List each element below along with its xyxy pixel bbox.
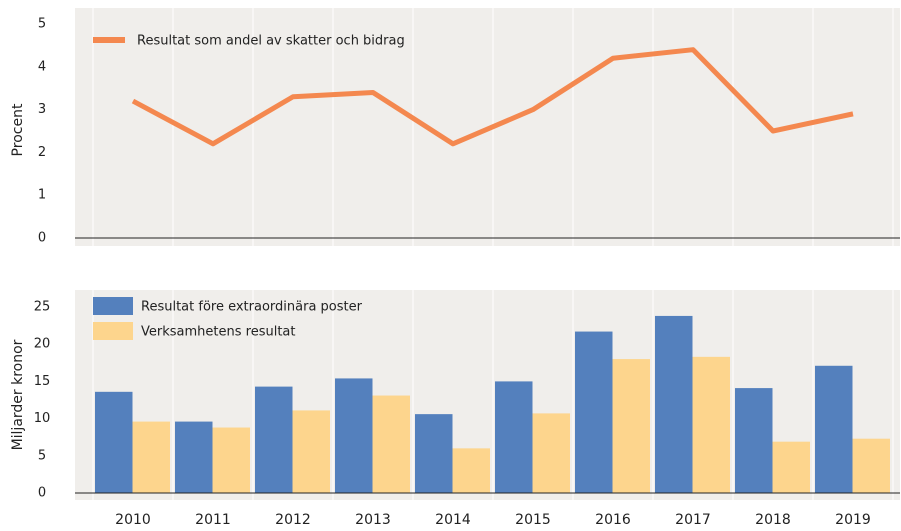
legend-label: Resultat före extraordinära poster [141,300,363,315]
bar [255,386,293,493]
y-tick-label: 20 [34,337,51,352]
bar [495,381,533,493]
y-tick-label: 5 [38,17,46,32]
bar [452,448,490,493]
bar [655,315,693,493]
x-tick-label: 2017 [675,512,711,528]
y-axis-label: Miljarder kronor [10,339,26,450]
legend-label: Verksamhetens resultat [141,325,295,340]
x-tick-label: 2010 [115,512,151,528]
bar [692,356,730,493]
bar [335,378,373,493]
y-tick-label: 15 [34,374,51,389]
bar [735,388,773,493]
y-tick-label: 1 [38,188,46,203]
x-tick-label: 2016 [595,512,631,528]
bar [532,413,570,493]
x-tick-label: 2012 [275,512,311,528]
bar [212,427,250,493]
bar [292,410,330,493]
x-tick-label: 2018 [755,512,791,528]
bar [132,421,170,493]
y-tick-label: 2 [38,145,46,160]
bar [415,414,453,493]
y-tick-label: 0 [38,486,46,501]
bar [175,421,213,493]
y-tick-label: 5 [38,448,46,463]
bar [815,365,853,493]
bar [575,331,613,493]
y-axis-label: Procent [10,103,26,156]
bar [95,391,133,493]
x-tick-label: 2013 [355,512,391,528]
bar [852,438,890,493]
bar [372,395,410,493]
y-tick-label: 3 [38,102,46,117]
y-tick-label: 4 [38,59,46,74]
line-series [131,47,854,147]
y-tick-label: 0 [38,231,46,246]
legend-swatch [93,297,133,315]
x-tick-label: 2015 [515,512,551,528]
y-tick-label: 25 [34,300,51,315]
bar [772,441,810,493]
x-tick-label: 2019 [835,512,871,528]
y-tick-label: 10 [34,411,51,426]
legend-swatch [93,322,133,340]
x-tick-label: 2011 [195,512,231,528]
legend-label: Resultat som andel av skatter och bidrag [137,34,405,49]
bar [612,359,650,493]
x-tick-label: 2014 [435,512,471,528]
